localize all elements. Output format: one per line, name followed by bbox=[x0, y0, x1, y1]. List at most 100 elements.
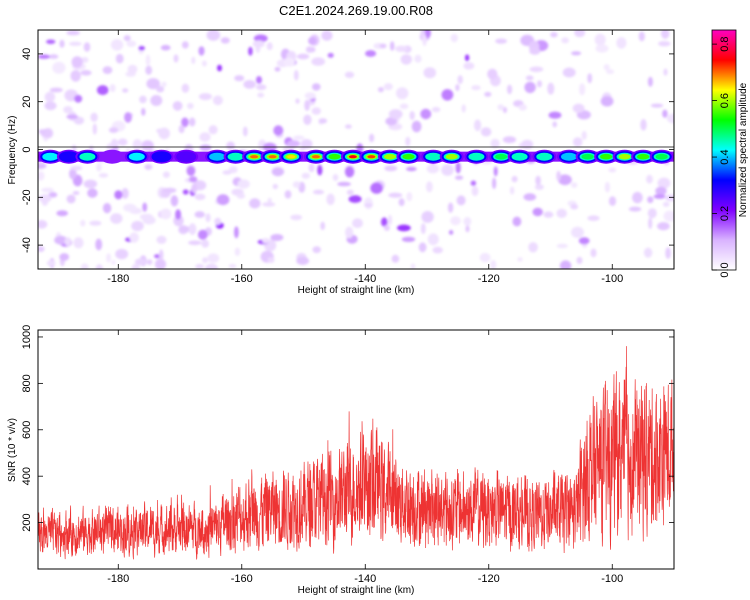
band-blob bbox=[639, 155, 648, 159]
noise-speckle bbox=[405, 136, 411, 147]
noise-speckle bbox=[131, 263, 140, 269]
noise-speckle bbox=[69, 168, 77, 180]
noise-speckle bbox=[606, 69, 615, 75]
noise-speckle bbox=[480, 127, 492, 137]
noise-speckle bbox=[92, 123, 97, 135]
noise-speckle bbox=[108, 127, 119, 133]
noise-speckle bbox=[181, 117, 189, 128]
noise-speckle bbox=[222, 170, 232, 175]
noise-speckle bbox=[68, 41, 82, 46]
snr-series-line bbox=[38, 346, 674, 560]
noise-speckle bbox=[303, 114, 312, 126]
noise-speckle bbox=[662, 201, 670, 207]
y-tick-label: -20 bbox=[21, 189, 33, 205]
noise-speckle bbox=[455, 175, 464, 180]
noise-speckle bbox=[643, 247, 653, 258]
noise-speckle bbox=[509, 186, 515, 195]
noise-speckle bbox=[96, 163, 102, 172]
noise-speckle bbox=[95, 238, 103, 251]
noise-speckle bbox=[115, 53, 124, 64]
noise-speckle bbox=[237, 179, 250, 189]
colorbar-tick-label: 0.4 bbox=[719, 149, 731, 164]
noise-speckle bbox=[139, 95, 147, 104]
noise-speckle bbox=[587, 215, 600, 221]
noise-speckle bbox=[205, 263, 218, 269]
noise-speckle bbox=[450, 216, 461, 226]
noise-speckle bbox=[562, 67, 576, 78]
noise-speckle bbox=[48, 54, 59, 59]
band-blob bbox=[64, 155, 73, 159]
noise-speckle bbox=[56, 210, 68, 217]
noise-speckle bbox=[198, 46, 205, 56]
noise-speckle bbox=[308, 36, 317, 46]
noise-speckle bbox=[414, 54, 422, 63]
noise-speckle bbox=[175, 209, 182, 220]
colorbar-label: Normalized spectral amplitude bbox=[738, 82, 749, 217]
noise-speckle bbox=[197, 229, 208, 240]
noise-speckle bbox=[441, 89, 454, 101]
noise-speckle bbox=[578, 237, 590, 245]
noise-speckle bbox=[145, 54, 151, 66]
noise-speckle bbox=[395, 45, 408, 52]
noise-speckle bbox=[548, 111, 562, 119]
noise-speckle bbox=[447, 202, 454, 213]
noise-speckle bbox=[109, 84, 116, 93]
noise-speckle bbox=[647, 76, 653, 87]
band-blob bbox=[311, 155, 320, 159]
band-blob bbox=[429, 155, 438, 159]
noise-speckle bbox=[511, 175, 518, 183]
noise-speckle bbox=[471, 186, 479, 197]
noise-speckle bbox=[381, 217, 388, 227]
noise-speckle bbox=[162, 171, 170, 178]
band-blob bbox=[157, 155, 166, 159]
noise-speckle bbox=[556, 170, 561, 182]
x-tick-label: -140 bbox=[354, 273, 376, 285]
band-blob bbox=[620, 155, 629, 159]
y-tick-label: 800 bbox=[21, 374, 33, 392]
y-tick-label: 600 bbox=[21, 421, 33, 439]
noise-speckle bbox=[66, 30, 80, 36]
noise-speckle bbox=[410, 263, 416, 269]
noise-speckle bbox=[142, 202, 148, 212]
noise-speckle bbox=[532, 207, 543, 217]
band-blob bbox=[515, 155, 524, 159]
noise-speckle bbox=[521, 139, 534, 149]
noise-speckle bbox=[390, 41, 395, 51]
band-blob bbox=[657, 155, 666, 159]
noise-speckle bbox=[163, 187, 177, 194]
x-tick-label: -160 bbox=[231, 273, 253, 285]
noise-speckle bbox=[38, 171, 45, 181]
noise-speckle bbox=[212, 95, 223, 106]
noise-speckle bbox=[400, 54, 412, 65]
noise-speckle bbox=[70, 70, 81, 82]
noise-speckle bbox=[44, 101, 57, 111]
noise-speckle bbox=[72, 191, 80, 195]
noise-speckle bbox=[178, 125, 185, 134]
noise-speckle bbox=[409, 111, 415, 120]
noise-speckle bbox=[295, 98, 300, 104]
noise-speckle bbox=[640, 119, 647, 131]
noise-speckle bbox=[194, 193, 206, 201]
noise-speckle bbox=[455, 84, 460, 92]
band-blob bbox=[231, 155, 240, 159]
noise-speckle bbox=[102, 203, 112, 214]
snr-y-axis: 200 400 600 800 1000 bbox=[21, 325, 674, 532]
noise-speckle bbox=[594, 33, 606, 46]
y-tick-label: 1000 bbox=[21, 325, 33, 349]
noise-speckle bbox=[616, 37, 627, 49]
noise-speckle bbox=[129, 232, 139, 243]
noise-speckle bbox=[144, 164, 153, 170]
noise-speckle bbox=[187, 102, 194, 110]
noise-speckle bbox=[658, 41, 671, 47]
noise-speckle bbox=[110, 213, 123, 224]
noise-speckle bbox=[242, 126, 248, 137]
noise-speckle bbox=[420, 108, 432, 120]
band-blob bbox=[46, 155, 55, 159]
noise-speckle bbox=[470, 180, 477, 186]
noise-speckle bbox=[293, 135, 305, 140]
noise-speckle bbox=[274, 67, 281, 72]
noise-speckle bbox=[161, 81, 167, 88]
noise-speckle bbox=[160, 208, 172, 220]
noise-speckle bbox=[207, 253, 220, 263]
